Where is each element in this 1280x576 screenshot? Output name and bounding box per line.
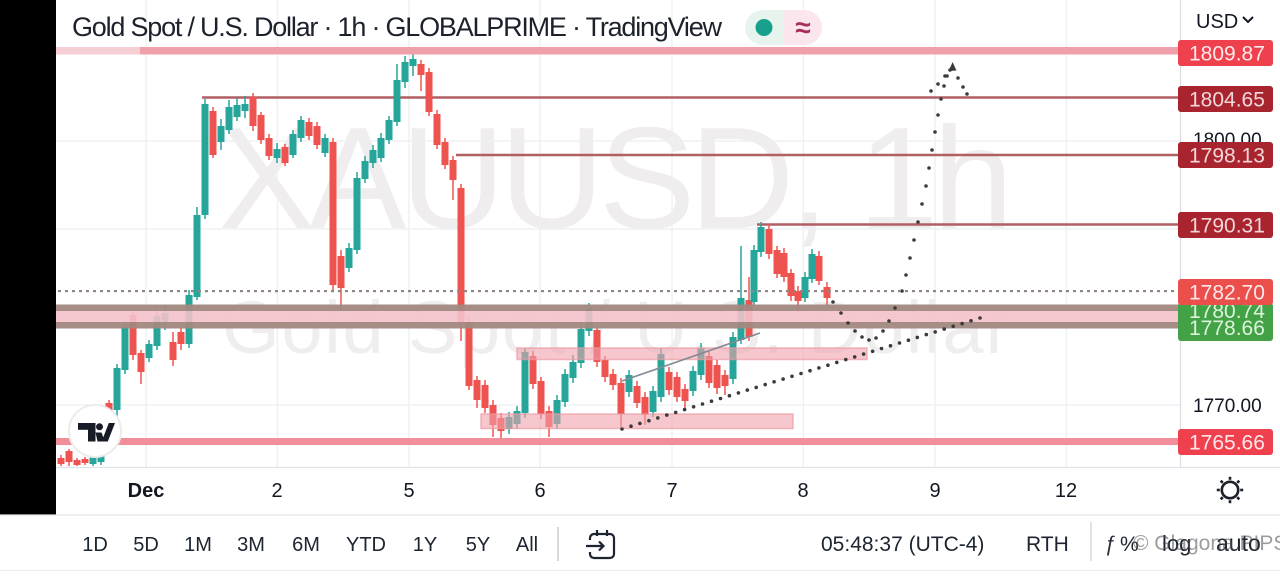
svg-text:1778.66: 1778.66 — [1189, 317, 1265, 340]
svg-text:1790.31: 1790.31 — [1189, 215, 1265, 238]
svg-text:auto: auto — [1216, 530, 1261, 556]
svg-text:%: % — [1120, 533, 1139, 556]
svg-text:1D: 1D — [82, 534, 108, 556]
svg-text:8: 8 — [797, 480, 808, 502]
svg-text:Gold Spot / U.S. Dollar · 1h ·: Gold Spot / U.S. Dollar · 1h · GLOBALPRI… — [72, 12, 723, 42]
svg-text:1Y: 1Y — [413, 534, 437, 556]
svg-text:1804.65: 1804.65 — [1189, 89, 1265, 112]
svg-text:XAUUSD, 1h: XAUUSD, 1h — [219, 97, 1014, 259]
svg-text:5Y: 5Y — [466, 534, 490, 556]
svg-text:6: 6 — [534, 480, 545, 502]
svg-text:ƒ: ƒ — [1104, 533, 1116, 556]
svg-text:All: All — [516, 534, 538, 556]
svg-text:5D: 5D — [133, 534, 159, 556]
svg-text:9: 9 — [929, 480, 940, 502]
svg-text:1809.87: 1809.87 — [1189, 43, 1265, 66]
svg-text:5: 5 — [403, 480, 414, 502]
svg-text:12: 12 — [1055, 480, 1077, 502]
svg-text:RTH: RTH — [1026, 533, 1069, 556]
svg-text:YTD: YTD — [346, 534, 386, 556]
svg-text:1798.13: 1798.13 — [1189, 145, 1265, 168]
svg-text:3M: 3M — [237, 534, 265, 556]
svg-text:1770.00: 1770.00 — [1193, 396, 1262, 417]
svg-text:© Glagona PIPS: © Glagona PIPS — [1133, 532, 1280, 555]
svg-text:1M: 1M — [184, 534, 212, 556]
svg-text:6M: 6M — [292, 534, 320, 556]
svg-text:05:48:37 (UTC-4): 05:48:37 (UTC-4) — [821, 533, 984, 556]
svg-text:7: 7 — [666, 480, 677, 502]
svg-text:log: log — [1162, 531, 1191, 556]
svg-text:Dec: Dec — [128, 480, 165, 502]
svg-text:1765.66: 1765.66 — [1189, 432, 1265, 455]
svg-text:USD: USD — [1196, 11, 1238, 33]
svg-text:1782.70: 1782.70 — [1189, 282, 1265, 305]
svg-text:≈: ≈ — [795, 12, 810, 43]
svg-text:1780.74: 1780.74 — [1189, 300, 1265, 323]
svg-text:2: 2 — [271, 480, 282, 502]
